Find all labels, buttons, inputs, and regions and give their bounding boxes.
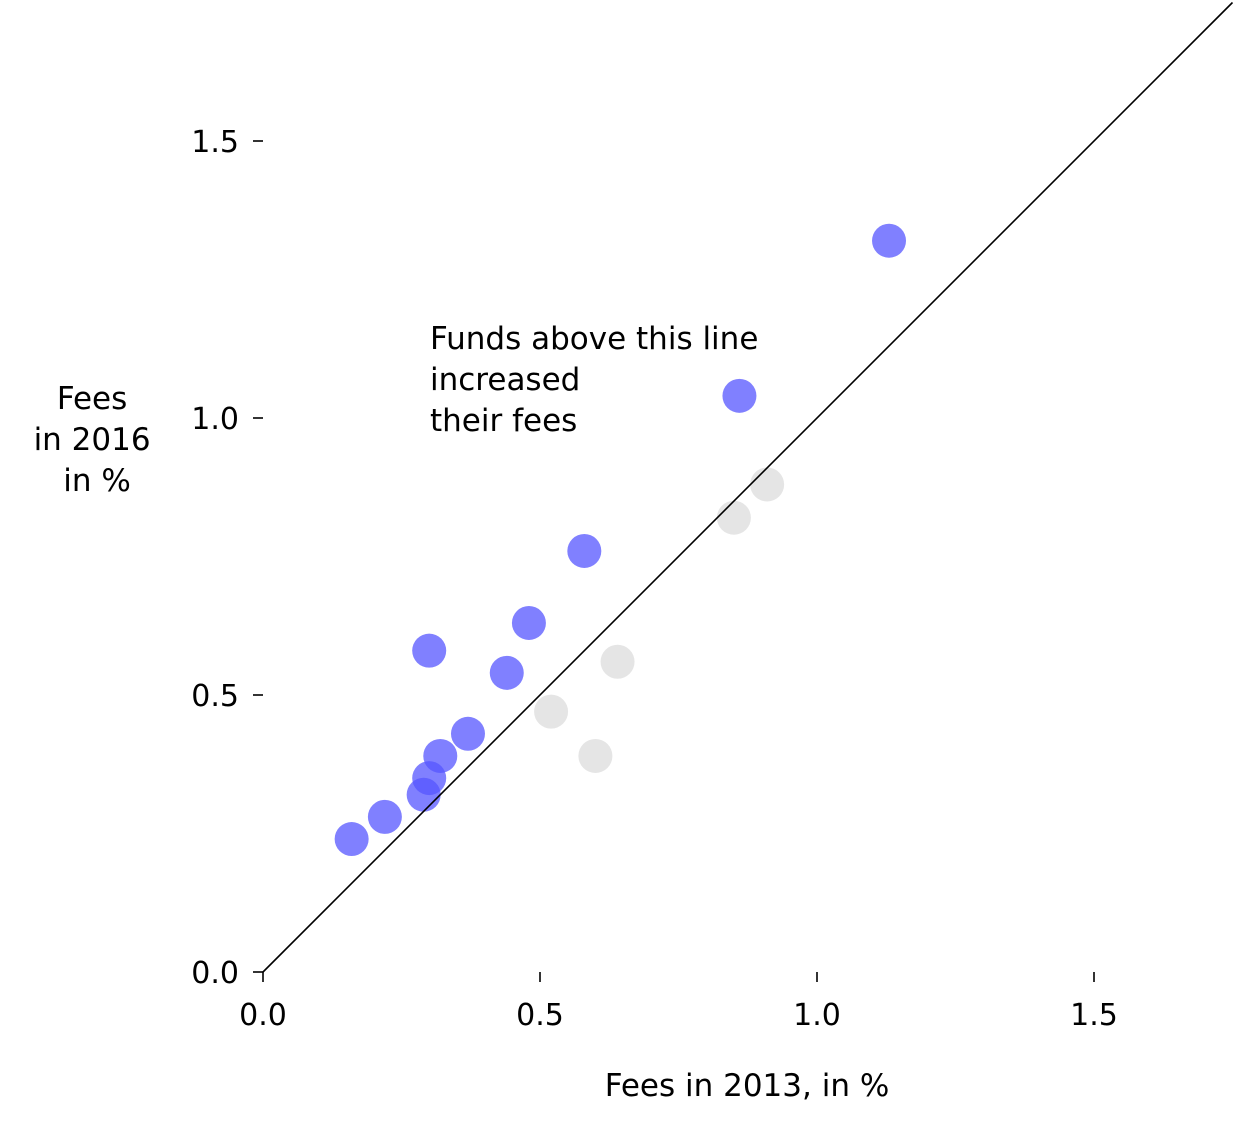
point-increased-7 bbox=[489, 655, 524, 690]
reference-line-y-equals-x bbox=[262, 1, 1234, 973]
y-axis-title: Fees in 2016 in % bbox=[34, 381, 161, 499]
y-axis: 0.0 0.5 1.0 1.5 bbox=[191, 125, 263, 991]
x-tick-label: 0.0 bbox=[239, 998, 287, 1033]
x-tick-label: 1.0 bbox=[793, 998, 841, 1033]
y-axis-title-line-1: Fees bbox=[57, 381, 127, 417]
annotation-line-1: Funds above this line bbox=[430, 321, 758, 357]
x-axis-title: Fees in 2013, in % bbox=[605, 1068, 890, 1104]
y-tick-label: 1.5 bbox=[191, 125, 239, 160]
points-layer bbox=[334, 223, 907, 857]
y-tick-label: 0.0 bbox=[191, 956, 239, 991]
point-increased-6 bbox=[412, 633, 447, 668]
annotation-line-3: their fees bbox=[430, 403, 577, 439]
point-increased-0 bbox=[334, 822, 369, 857]
point-increased-1 bbox=[367, 799, 402, 834]
point-increased-10 bbox=[722, 378, 757, 413]
point-increased-9 bbox=[567, 533, 602, 568]
annotation: Funds above this line increased their fe… bbox=[430, 321, 768, 439]
point-not-increased-3 bbox=[716, 500, 751, 535]
point-increased-11 bbox=[872, 223, 907, 258]
annotation-line-2: increased bbox=[430, 362, 580, 398]
y-tick-label: 0.5 bbox=[191, 679, 239, 714]
point-not-increased-4 bbox=[750, 467, 785, 502]
point-not-increased-1 bbox=[578, 738, 613, 773]
x-tick-label: 0.5 bbox=[516, 998, 564, 1033]
y-axis-title-line-3: in % bbox=[63, 463, 131, 499]
point-not-increased-0 bbox=[534, 694, 569, 729]
x-tick-label: 1.5 bbox=[1070, 998, 1118, 1033]
x-axis: 0.0 0.5 1.0 1.5 bbox=[239, 972, 1118, 1033]
y-axis-title-line-2: in 2016 bbox=[34, 422, 151, 458]
point-increased-5 bbox=[450, 716, 485, 751]
point-increased-8 bbox=[511, 605, 546, 640]
point-not-increased-2 bbox=[600, 644, 635, 679]
y-tick-label: 1.0 bbox=[191, 402, 239, 437]
point-increased-4 bbox=[423, 738, 458, 773]
